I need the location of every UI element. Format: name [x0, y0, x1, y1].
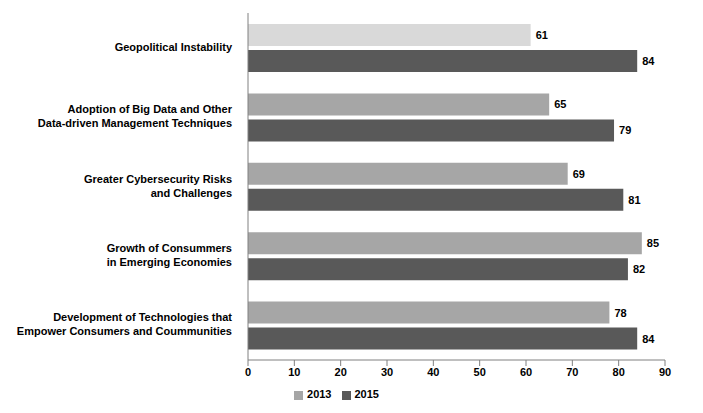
- html-text:2013: 2013: [307, 388, 332, 400]
- svg-text:Geopolitical Instability: Geopolitical Instability: [115, 41, 233, 53]
- svg-text:60: 60: [520, 366, 532, 378]
- svg-text:0: 0: [245, 366, 251, 378]
- svg-text:85: 85: [647, 237, 659, 249]
- svg-text:Greater Cybersecurity Risksand: Greater Cybersecurity Risksand Challenge…: [84, 172, 232, 198]
- svg-text:81: 81: [628, 194, 640, 206]
- svg-text:Development of Technologies th: Development of Technologies thatEmpower …: [17, 311, 232, 337]
- svg-text:40: 40: [427, 366, 439, 378]
- svg-text:80: 80: [613, 366, 625, 378]
- svg-text:20: 20: [335, 366, 347, 378]
- svg-text:Adoption of Big Data and Other: Adoption of Big Data and OtherData-drive…: [38, 103, 233, 129]
- svg-text:30: 30: [381, 366, 393, 378]
- svg-text:84: 84: [642, 55, 655, 67]
- svg-text:78: 78: [614, 307, 626, 319]
- svg-text:61: 61: [536, 29, 548, 41]
- svg-text:79: 79: [619, 124, 631, 136]
- svg-text:65: 65: [554, 98, 566, 110]
- svg-text:70: 70: [566, 366, 578, 378]
- svg-text:90: 90: [659, 366, 671, 378]
- html-text:2015: 2015: [354, 388, 379, 400]
- svg-text:69: 69: [573, 168, 585, 180]
- svg-text:Growth of Consummersin Emergin: Growth of Consummersin Emerging Economie…: [107, 242, 232, 268]
- svg-text:84: 84: [642, 333, 655, 345]
- svg-text:82: 82: [633, 263, 645, 275]
- svg-text:10: 10: [288, 366, 300, 378]
- svg-text:50: 50: [474, 366, 486, 378]
